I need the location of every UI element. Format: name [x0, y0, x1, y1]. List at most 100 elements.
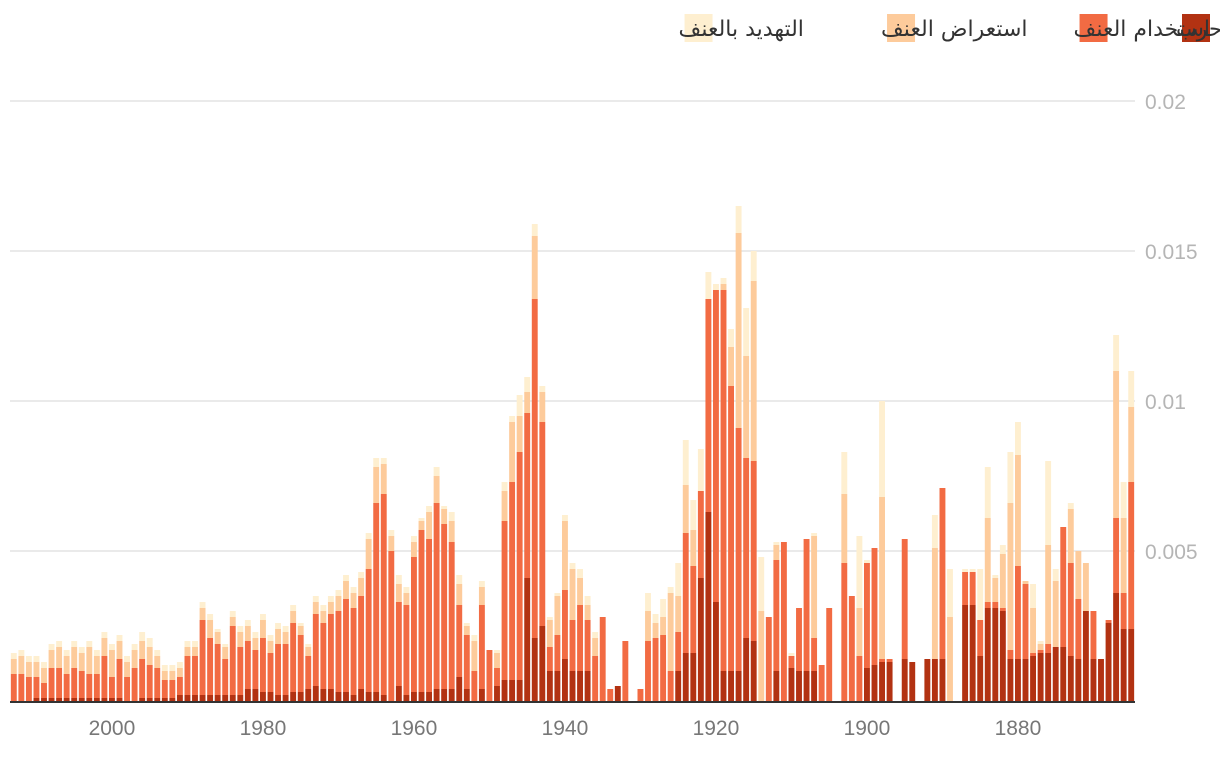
bar-segment	[539, 626, 546, 701]
bar-segment	[992, 602, 999, 608]
bar-segment	[999, 545, 1006, 554]
bar-segment	[86, 674, 93, 698]
bar-segment	[509, 482, 516, 680]
bar-segment	[947, 617, 953, 701]
bar-segment	[788, 668, 795, 701]
bar-segment	[93, 698, 100, 701]
bar-segment	[101, 632, 108, 638]
bar-segment	[33, 677, 40, 698]
bar-segment	[886, 662, 893, 701]
bar-segment	[1128, 407, 1135, 482]
bar-segment	[101, 698, 108, 701]
bar-segment	[494, 668, 500, 686]
bar-segment	[411, 536, 417, 542]
bar-segment	[199, 608, 206, 620]
bar-segment	[999, 611, 1006, 701]
bar-segment	[743, 458, 750, 638]
bar-segment	[546, 647, 553, 671]
bar-segment	[531, 299, 538, 638]
bar-segment	[33, 698, 40, 701]
bar-segment	[312, 596, 319, 602]
x-tick-label: 1880	[995, 717, 1042, 740]
bar-segment	[335, 692, 342, 701]
bar-segment	[365, 539, 372, 569]
bar-segment	[426, 539, 432, 692]
bar-segment	[607, 689, 614, 701]
bar-segment	[569, 620, 576, 671]
bar-segment	[63, 650, 70, 656]
bar-segment	[584, 605, 591, 620]
bar-segment	[879, 662, 885, 701]
bar-segment	[1120, 593, 1127, 629]
bar-segment	[1082, 611, 1089, 701]
bar-segment	[1113, 593, 1120, 701]
bar-segment	[418, 530, 425, 692]
x-tick-label: 1980	[240, 717, 287, 740]
bar-segment	[131, 644, 138, 650]
bar-segment	[139, 659, 146, 698]
bar-segment	[380, 494, 387, 695]
bar-segment	[411, 557, 417, 692]
bar-segment	[48, 650, 55, 668]
bar-segment	[10, 659, 17, 674]
legend-swatch	[887, 14, 916, 42]
bar-segment	[562, 659, 568, 701]
x-tick-label: 2000	[89, 717, 136, 740]
bar-segment	[728, 329, 734, 347]
bar-segment	[478, 605, 485, 689]
bar-segment	[622, 641, 629, 701]
bar-segment	[169, 665, 176, 671]
bar-segment	[154, 668, 161, 698]
bar-segment	[290, 692, 297, 701]
bar-segment	[864, 563, 870, 668]
bar-segment	[796, 671, 802, 701]
bar-segment	[690, 530, 697, 566]
bar-segment	[48, 698, 55, 701]
bar-segment	[524, 578, 531, 701]
bar-segment	[199, 695, 206, 701]
bar-segment	[463, 623, 470, 626]
bar-segment	[999, 554, 1006, 608]
bar-segment	[645, 593, 651, 611]
bar-segment	[244, 620, 251, 626]
bar-segment	[373, 692, 380, 701]
bar-segment	[554, 596, 561, 635]
bar-segment	[365, 533, 372, 539]
bar-segment	[199, 620, 206, 695]
bar-segment	[448, 542, 455, 689]
bar-segment	[645, 641, 651, 701]
bar-segment	[1022, 659, 1029, 701]
bar-segment	[192, 647, 198, 656]
bar-segment	[426, 512, 432, 539]
bar-segment	[1052, 569, 1059, 581]
bar-segment	[176, 695, 183, 701]
bar-segment	[275, 623, 281, 629]
bar-segment	[562, 590, 568, 659]
bar-segment	[63, 656, 70, 674]
bar-segment	[577, 578, 583, 605]
bar-segment	[237, 647, 244, 695]
bar-segment	[71, 668, 78, 698]
legend-label: استخدام العنف	[1074, 17, 1211, 42]
bar-segment	[864, 668, 870, 701]
bar-segment	[176, 668, 183, 677]
bar-segment	[373, 458, 380, 467]
bar-segment	[320, 605, 327, 611]
bar-segment	[290, 611, 297, 623]
bar-segment	[962, 605, 969, 701]
bar-segment	[675, 632, 682, 671]
bar-segment	[750, 281, 757, 461]
bar-segment	[33, 656, 40, 662]
bar-segment	[199, 602, 206, 608]
bar-segment	[448, 521, 455, 542]
bar-segment	[773, 542, 780, 545]
bar-segment	[818, 665, 825, 701]
bar-segment	[86, 647, 93, 674]
bar-segment	[471, 641, 478, 671]
bar-segment	[667, 587, 674, 593]
bar-segment	[886, 659, 893, 662]
bar-segment	[358, 572, 365, 578]
bar-segment	[728, 386, 734, 671]
bar-segment	[456, 584, 463, 605]
bar-segment	[139, 632, 146, 641]
